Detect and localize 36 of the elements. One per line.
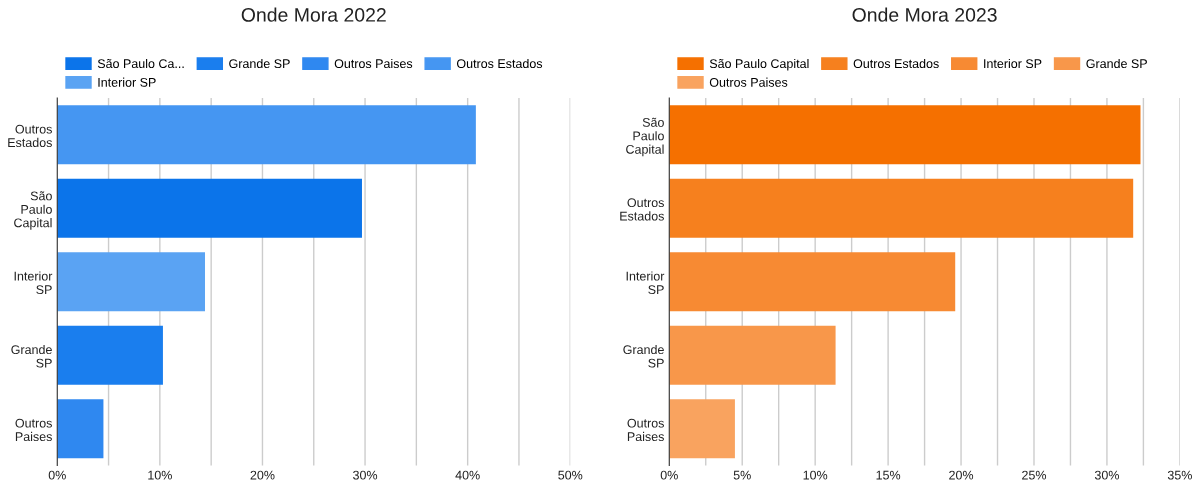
x-tick-label: 25% <box>1022 470 1047 480</box>
x-tick-label: 0% <box>660 470 678 480</box>
legend-label: Grande SP <box>1086 58 1147 69</box>
x-tick-label: 35% <box>1167 470 1192 480</box>
y-tick-label: Interior SP <box>626 271 665 295</box>
legend-label: São Paulo Ca... <box>97 58 184 69</box>
x-tick-label: 30% <box>353 470 378 480</box>
y-tick-label: Outros Estados <box>620 198 664 221</box>
x-tick-label: 10% <box>148 470 172 480</box>
legend-label: Outros Estados <box>456 58 543 69</box>
y-tick-label: Grande SP <box>623 344 664 368</box>
legend-label: Interior SP <box>984 58 1042 69</box>
x-tick-label: 20% <box>949 470 974 480</box>
x-tick-label: 40% <box>455 470 480 480</box>
x-tick-label: 15% <box>876 470 901 480</box>
legend-label: Outros Paises <box>709 77 788 87</box>
y-tick-label: Outros Paises <box>627 418 664 442</box>
legend-label: Interior SP <box>98 77 156 87</box>
x-tick-label: 50% <box>558 470 583 480</box>
y-tick-label: São Paulo Capital <box>626 117 664 157</box>
y-tick-label: Outros Estados <box>8 124 52 148</box>
chart-title: Onde Mora 2022 <box>241 7 386 22</box>
legend-label: São Paulo Capital <box>709 58 809 71</box>
legend-label: Outros Estados <box>853 58 939 69</box>
x-tick-label: 30% <box>1094 470 1119 480</box>
x-tick-label: 10% <box>803 470 828 480</box>
y-tick-label: São Paulo Capital <box>14 191 52 230</box>
x-tick-label: 5% <box>733 470 751 480</box>
y-tick-label: Interior SP <box>14 271 53 295</box>
chart-title: Onde Mora 2023 <box>852 7 997 22</box>
x-tick-label: 0% <box>48 470 66 480</box>
y-tick-label: Grande SP <box>11 344 52 368</box>
x-tick-label: 20% <box>250 470 275 480</box>
legend-label: Outros Paises <box>334 58 413 69</box>
legend-label: Grande SP <box>229 58 290 69</box>
y-tick-label: Outros Paises <box>15 418 52 442</box>
